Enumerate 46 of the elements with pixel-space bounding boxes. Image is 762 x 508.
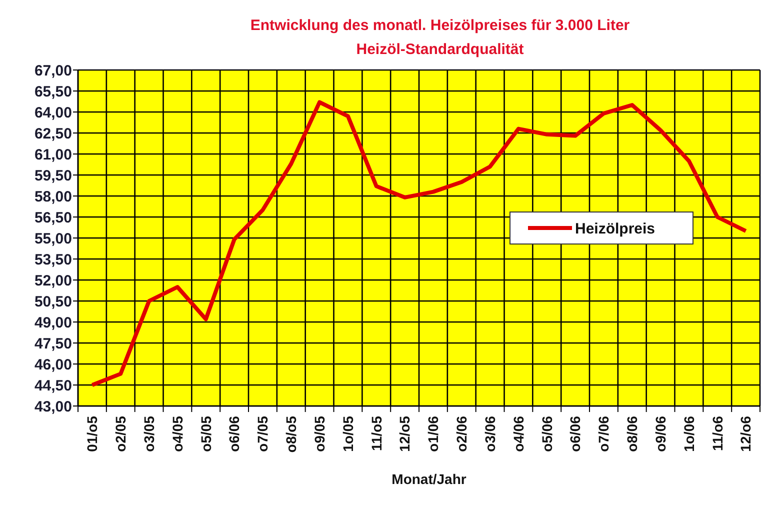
y-tick-label: 53,50 bbox=[34, 251, 72, 268]
y-tick-label: 43,00 bbox=[34, 398, 72, 416]
y-tick-label: 62,50 bbox=[34, 125, 72, 142]
y-tick-label: 49,00 bbox=[34, 314, 72, 332]
x-tick-label: o5/06 bbox=[538, 416, 555, 452]
x-tick-label: 12/o5 bbox=[396, 416, 413, 452]
x-tick-label: o3/06 bbox=[482, 416, 498, 452]
y-tick-label: 56,50 bbox=[34, 209, 72, 226]
x-tick-label: o8/o5 bbox=[283, 416, 300, 453]
x-tick-label: o3/05 bbox=[140, 416, 157, 452]
x-tick-label: 1o/06 bbox=[680, 416, 697, 452]
chart-title: Entwicklung des monatl. Heizölpreises für 3.000 Liter bbox=[250, 17, 630, 34]
y-tick-label: 50,50 bbox=[34, 293, 72, 310]
y-tick-label: 59,50 bbox=[34, 167, 72, 184]
x-tick-label: o2/05 bbox=[112, 416, 129, 452]
x-tick-label: o7/06 bbox=[596, 416, 612, 452]
x-tick-label: o4/06 bbox=[510, 416, 526, 452]
x-tick-label: o6/06 bbox=[226, 416, 242, 452]
x-tick-label: o9/06 bbox=[652, 416, 668, 452]
x-tick-label: o2/06 bbox=[454, 416, 470, 452]
y-tick-label: 61,00 bbox=[34, 146, 72, 164]
y-tick-label: 64,00 bbox=[34, 104, 72, 122]
x-axis-title: Monat/Jahr bbox=[392, 471, 467, 487]
y-tick-label: 55,00 bbox=[34, 230, 72, 248]
x-tick-label: 01/o5 bbox=[84, 416, 100, 452]
x-tick-label: 12/o6 bbox=[738, 416, 754, 452]
x-tick-label: o7/05 bbox=[254, 416, 271, 452]
x-tick-label: 11/o6 bbox=[709, 416, 726, 452]
x-tick-label: o9/05 bbox=[311, 416, 328, 452]
x-tick-label: o8/06 bbox=[624, 416, 640, 452]
y-tick-label: 47,50 bbox=[34, 335, 72, 352]
y-tick-label: 44,50 bbox=[34, 377, 72, 394]
y-tick-label: 52,00 bbox=[34, 272, 72, 290]
line-series bbox=[90, 100, 748, 387]
x-tick-label: 11/o5 bbox=[368, 416, 384, 452]
x-tick-label: o6/06 bbox=[567, 416, 584, 452]
x-tick-label: o4/05 bbox=[169, 416, 186, 452]
y-tick-label: 46,00 bbox=[34, 356, 72, 374]
x-tick-label: o5/05 bbox=[198, 416, 214, 452]
y-tick-label: 58,00 bbox=[34, 188, 72, 206]
y-tick-label: 65,50 bbox=[34, 83, 72, 100]
x-tick-label: o1/06 bbox=[425, 416, 442, 452]
y-tick-label: 67,00 bbox=[34, 62, 72, 80]
chart-subtitle: Heizöl-Standardqualität bbox=[356, 41, 524, 58]
x-tick-label: 1o/05 bbox=[340, 416, 356, 452]
legend-label: Heizölpreis bbox=[575, 220, 656, 238]
